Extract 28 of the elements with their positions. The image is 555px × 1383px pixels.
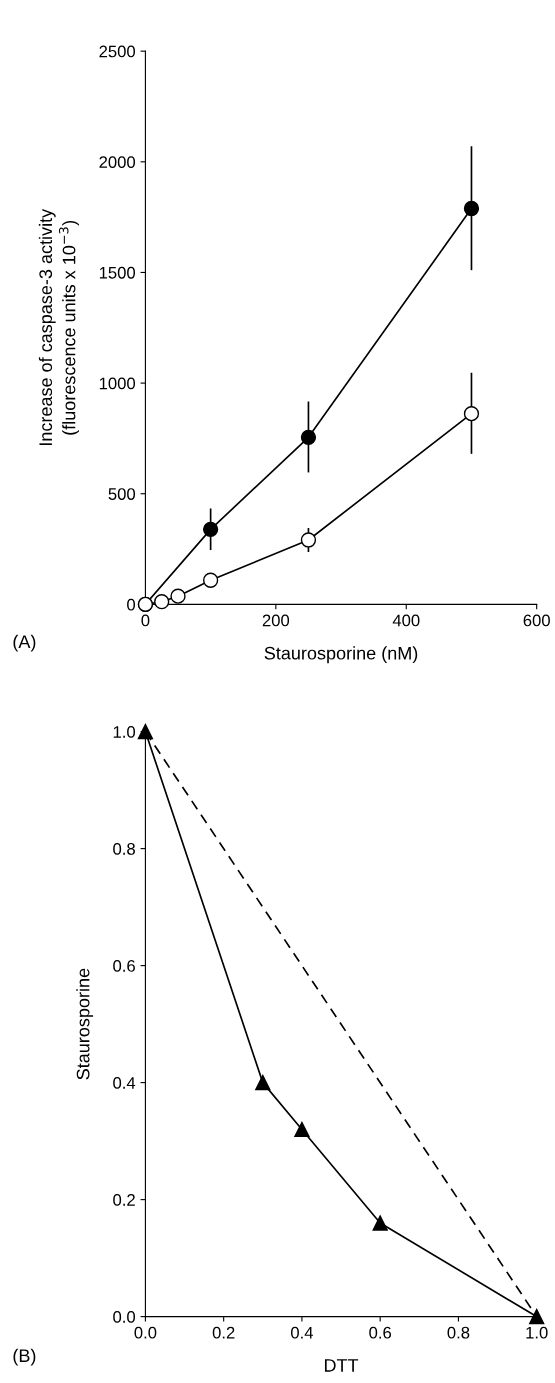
y-tick-label: 2000 bbox=[99, 156, 136, 169]
y-tick-label: 0.8 bbox=[113, 843, 135, 855]
y-tick-label: 0.2 bbox=[113, 1194, 135, 1206]
y-tick-label: 500 bbox=[108, 488, 136, 500]
x-axis-title: DTT bbox=[324, 1359, 359, 1372]
x-tick-label: 600 bbox=[523, 614, 550, 627]
x-tick-label: 1.0 bbox=[526, 1326, 548, 1339]
y-tick-label: 2500 bbox=[99, 45, 136, 58]
x-tick-label: 0 bbox=[141, 614, 150, 627]
x-tick-label: 0.4 bbox=[290, 1326, 314, 1339]
x-tick-label: 0.0 bbox=[134, 1326, 157, 1339]
text: (B) bbox=[13, 1348, 36, 1366]
x-tick-label: 400 bbox=[392, 614, 420, 627]
y-tick-label: 0.6 bbox=[113, 960, 135, 972]
y-tick-label: 1000 bbox=[99, 377, 136, 390]
y-axis-title: Staurosporine bbox=[76, 968, 94, 1080]
y-tick-label: 0.0 bbox=[113, 1311, 136, 1323]
x-axis-title: Staurosporine (nM) bbox=[264, 646, 418, 664]
x-tick-label: 0.2 bbox=[212, 1326, 235, 1339]
x-tick-label: 200 bbox=[262, 614, 290, 627]
text: (A) bbox=[13, 634, 36, 652]
y-tick-label: 0.4 bbox=[113, 1077, 136, 1089]
y-axis-title: Increase of caspase-3 activity (fluorescence units x 10$^{−3}$) bbox=[38, 208, 79, 446]
y-tick-label: 0 bbox=[127, 598, 136, 611]
x-tick-label: 0.8 bbox=[447, 1326, 470, 1339]
y-tick-label: 1.0 bbox=[113, 726, 136, 738]
y-tick-label: 1500 bbox=[99, 266, 136, 279]
x-tick-label: 0.6 bbox=[369, 1326, 392, 1339]
